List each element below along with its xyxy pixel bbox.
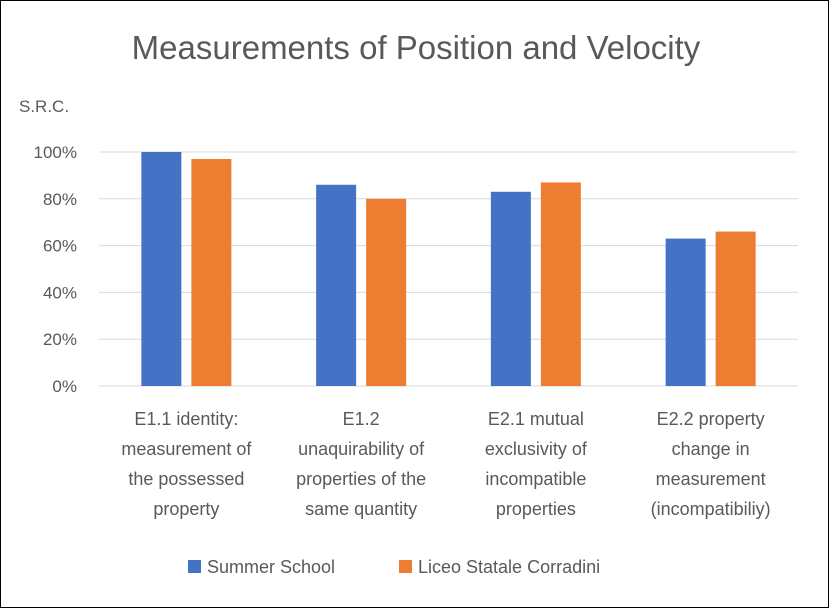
x-category-label: E1.1 identity: measurement of the possesse… <box>121 409 252 519</box>
legend-swatch <box>188 560 201 573</box>
y-tick-label: 80% <box>43 190 77 209</box>
bar-summer-school <box>490 191 531 386</box>
bar-liceo-statale-corradini <box>191 159 232 386</box>
bar-liceo-statale-corradini <box>366 198 407 386</box>
y-tick-label: 0% <box>52 377 77 396</box>
y-tick-label: 40% <box>43 283 77 302</box>
bar-summer-school <box>665 238 706 386</box>
bar-summer-school <box>141 152 182 386</box>
y-axis-label: S.R.C. <box>19 97 69 116</box>
y-tick-label: 60% <box>43 237 77 256</box>
bar-liceo-statale-corradini <box>540 182 581 386</box>
y-tick-label: 100% <box>34 143 77 162</box>
x-category-label: E2.1 mutual exclusivity of incompatible pro… <box>485 409 588 519</box>
y-axis-ticks: 0% 20% 40% 60% 80% 100% <box>34 143 77 396</box>
legend-swatch <box>399 560 412 573</box>
legend: Summer School Liceo Statale Corradini <box>188 557 600 577</box>
bar-liceo-statale-corradini <box>715 231 756 386</box>
legend-label: Summer School <box>207 557 335 577</box>
y-tick-label: 20% <box>43 330 77 349</box>
x-category-label: E1.2 unaquirability of properties of the sa… <box>296 409 426 519</box>
x-category-label: E2.2 property change in measurement (incomp… <box>651 409 771 519</box>
x-axis-categories: E1.1 identity: measurement of the possesse… <box>121 409 770 519</box>
bar-summer-school <box>316 184 357 386</box>
chart-title: Measurements of Position and Velocity <box>132 29 701 66</box>
legend-label: Liceo Statale Corradini <box>418 557 600 577</box>
bars <box>141 152 756 386</box>
